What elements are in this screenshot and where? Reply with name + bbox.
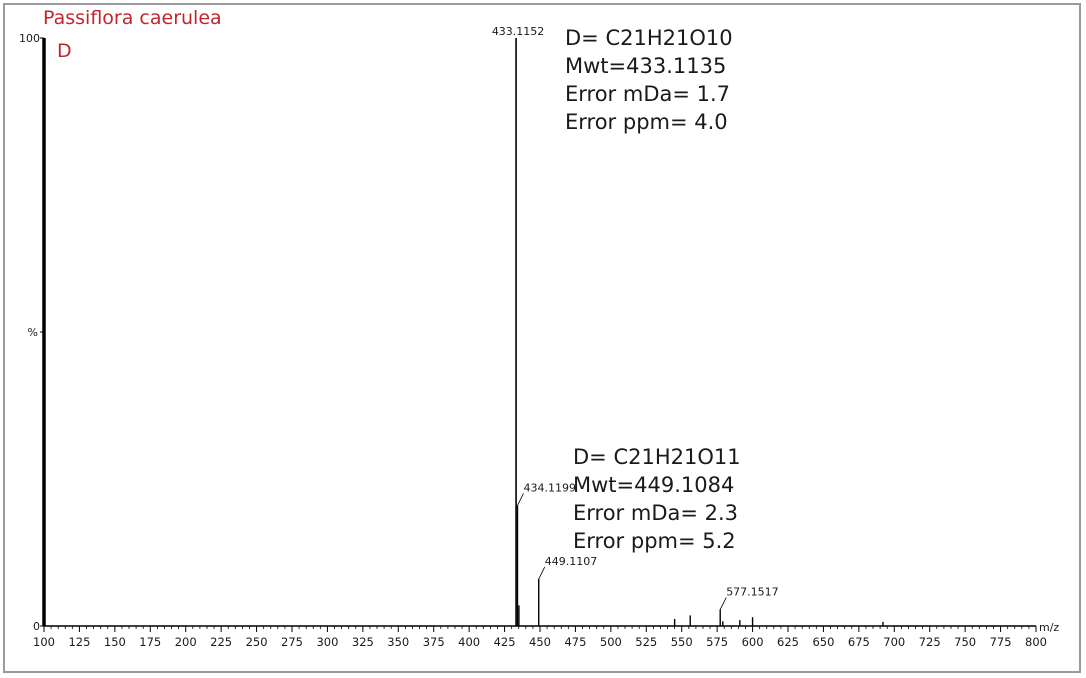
x-tick-label: 375 <box>423 635 445 649</box>
y-axis-label: % <box>28 326 38 339</box>
x-tick-label: 800 <box>1025 635 1047 649</box>
y-tick-label: 0 <box>33 620 40 633</box>
x-tick-label: 250 <box>246 635 268 649</box>
x-tick-label: 475 <box>564 635 586 649</box>
peak-label-leader <box>517 493 524 506</box>
x-tick-label: 575 <box>706 635 728 649</box>
peak-label: 434.1199 <box>523 481 576 494</box>
x-tick-label: 325 <box>352 635 374 649</box>
annotation-error-ppm: Error ppm= 5.2 <box>573 529 736 553</box>
sample-title: Passiflora caerulea <box>43 7 222 29</box>
x-tick-label: 100 <box>33 635 55 649</box>
x-tick-label: 300 <box>316 635 338 649</box>
sample-subtitle: D <box>57 40 72 62</box>
chart-frame <box>3 3 1081 673</box>
x-tick-label: 625 <box>777 635 799 649</box>
annotation-error-ppm: Error ppm= 4.0 <box>565 110 728 134</box>
x-tick-label: 700 <box>883 635 905 649</box>
peak-label: 433.1152 <box>492 25 545 38</box>
x-tick-label: 525 <box>635 635 657 649</box>
x-tick-label: 150 <box>104 635 126 649</box>
peak-label-leader <box>719 597 727 610</box>
x-tick-label: 775 <box>990 635 1012 649</box>
x-tick-label: 225 <box>210 635 232 649</box>
annotation-error-mda: Error mDa= 2.3 <box>573 501 739 525</box>
x-tick-label: 550 <box>671 635 693 649</box>
annotation-449: D= C21H21O11 Mwt=449.1084 Error mDa= 2.3… <box>573 443 741 555</box>
annotation-mwt: Mwt=433.1135 <box>565 54 727 78</box>
x-tick-label: 350 <box>387 635 409 649</box>
annotation-433: D= C21H21O10 Mwt=433.1135 Error mDa= 1.7… <box>565 24 733 136</box>
annotation-mwt: Mwt=449.1084 <box>573 473 735 497</box>
x-tick-label: 725 <box>919 635 941 649</box>
x-tick-label: 750 <box>954 635 976 649</box>
x-tick-label: 200 <box>175 635 197 649</box>
annotation-error-mda: Error mDa= 1.7 <box>565 82 731 106</box>
x-axis-label: m/z <box>1039 621 1059 634</box>
x-tick-label: 425 <box>494 635 516 649</box>
x-tick-label: 600 <box>742 635 764 649</box>
x-tick-label: 450 <box>529 635 551 649</box>
x-tick-label: 650 <box>812 635 834 649</box>
x-tick-label: 125 <box>68 635 90 649</box>
peak-label: 577.1517 <box>726 586 779 599</box>
peak-label: 449.1107 <box>545 555 598 568</box>
annotation-formula: D= C21H21O11 <box>573 445 741 469</box>
x-tick-label: 675 <box>848 635 870 649</box>
x-tick-label: 400 <box>458 635 480 649</box>
y-tick-label: 100 <box>19 32 40 45</box>
x-tick-label: 175 <box>139 635 161 649</box>
annotation-formula: D= C21H21O10 <box>565 26 733 50</box>
x-tick-label: 275 <box>281 635 303 649</box>
peak-label-leader <box>538 566 546 580</box>
x-tick-label: 500 <box>600 635 622 649</box>
